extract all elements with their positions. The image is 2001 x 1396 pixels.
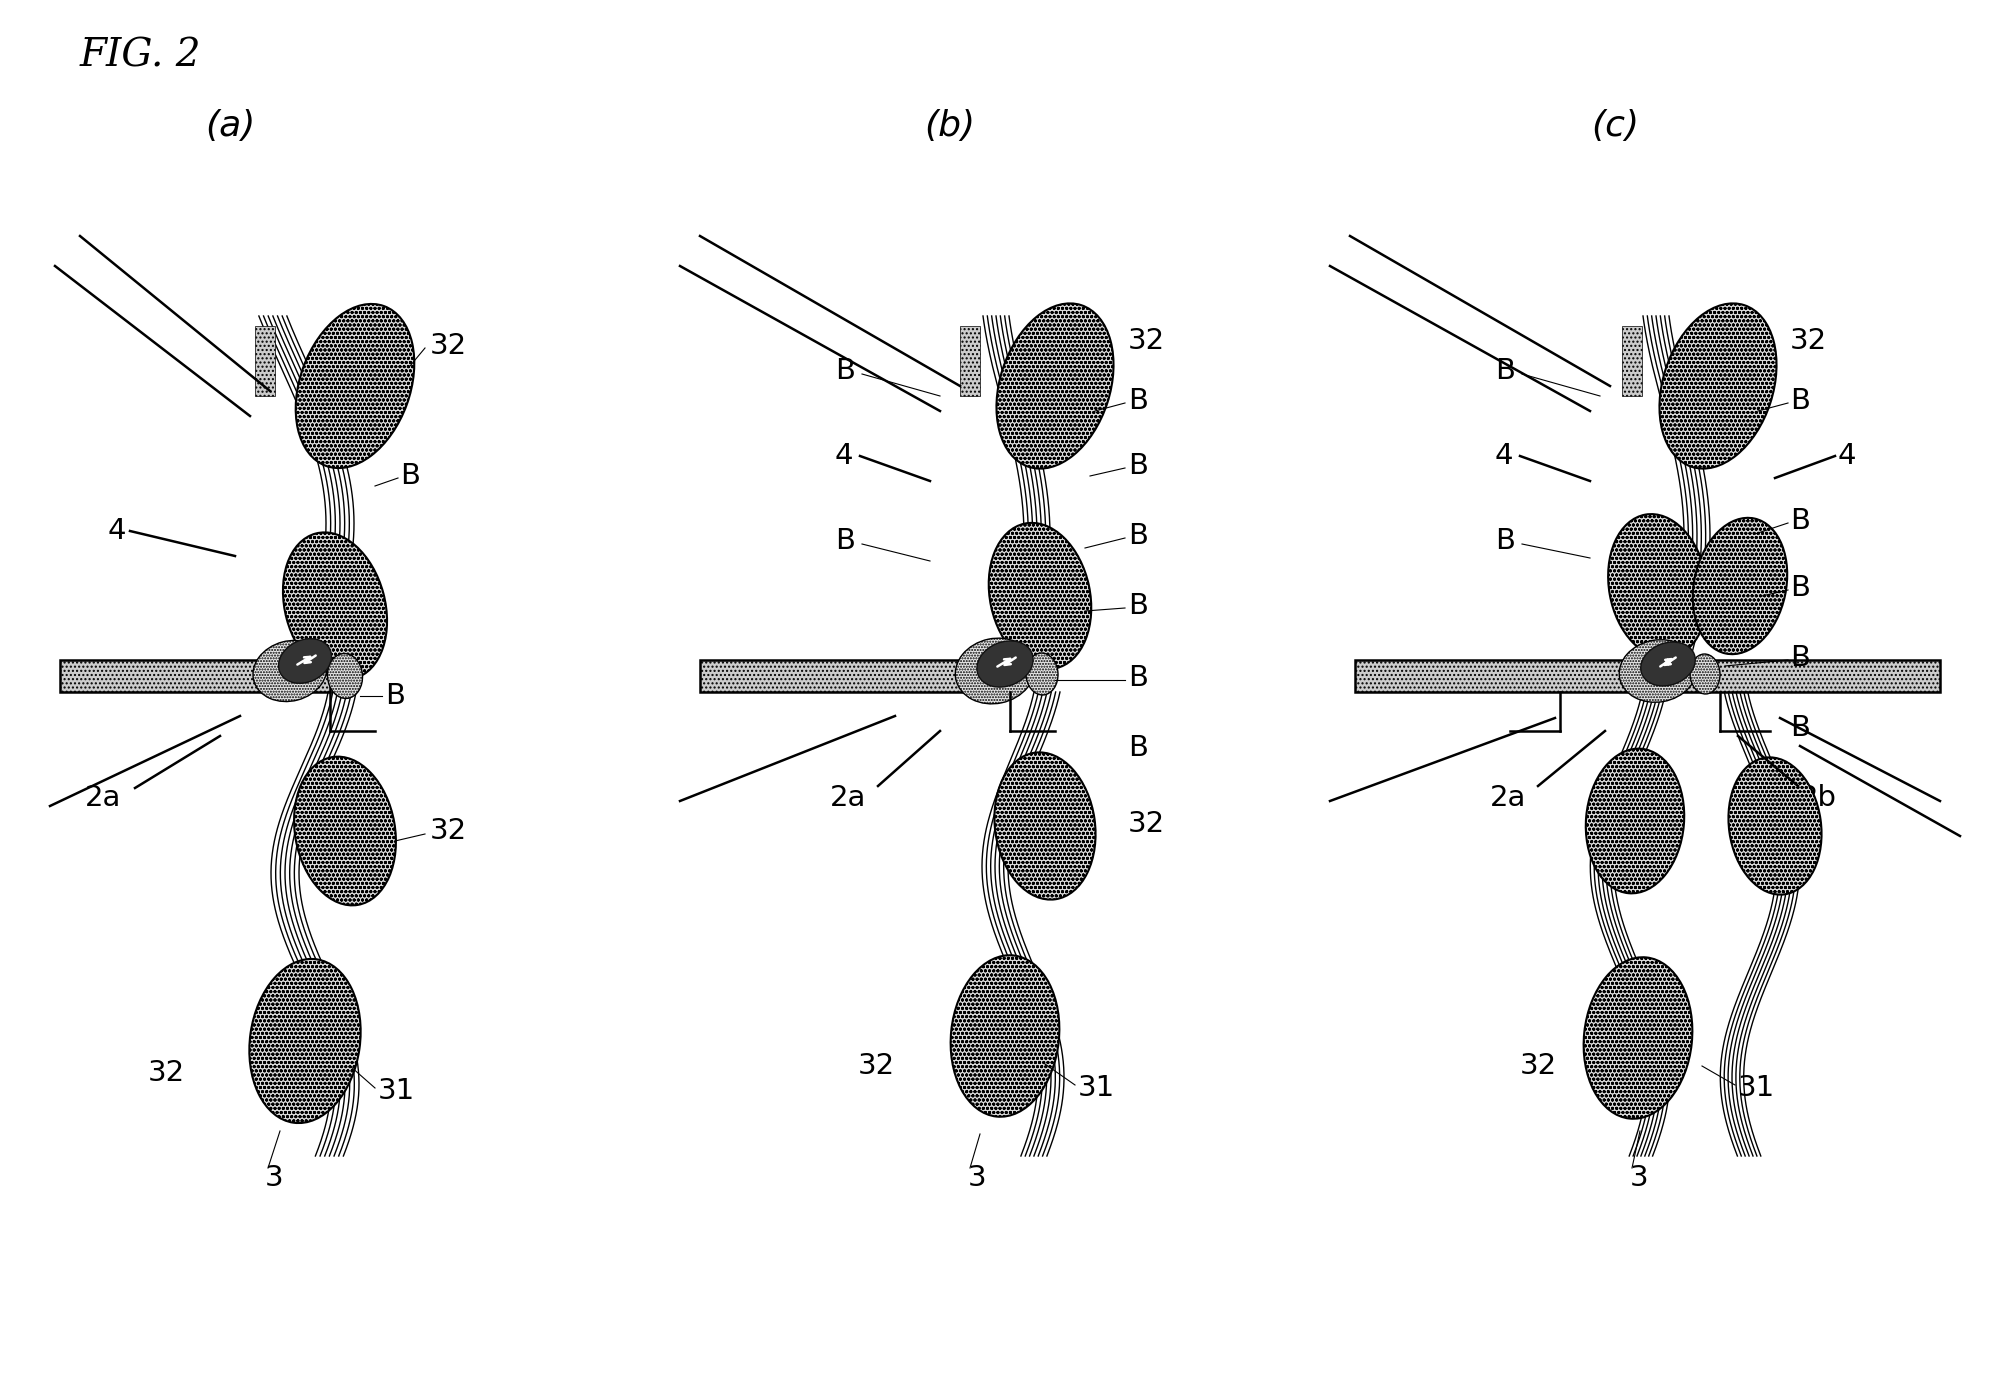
Text: 31: 31 (1739, 1074, 1775, 1101)
Ellipse shape (328, 653, 362, 698)
Text: B: B (1791, 507, 1811, 535)
Text: 31: 31 (378, 1076, 416, 1106)
Ellipse shape (996, 303, 1113, 469)
Ellipse shape (1027, 653, 1059, 695)
Text: B: B (1129, 387, 1149, 415)
Ellipse shape (1609, 514, 1709, 658)
Text: B: B (1129, 452, 1149, 480)
Text: B: B (1495, 528, 1515, 556)
Text: 4: 4 (1839, 443, 1857, 470)
Ellipse shape (1641, 642, 1695, 685)
Ellipse shape (250, 959, 360, 1122)
Text: 3: 3 (264, 1164, 284, 1192)
Ellipse shape (1583, 958, 1693, 1118)
Text: B: B (1791, 574, 1811, 602)
Text: B: B (384, 683, 404, 711)
Text: 4: 4 (108, 517, 126, 544)
Ellipse shape (988, 524, 1091, 669)
Text: B: B (1495, 357, 1515, 385)
Text: 32: 32 (1129, 810, 1165, 838)
Ellipse shape (282, 532, 386, 680)
Ellipse shape (1729, 758, 1821, 895)
Text: 32: 32 (1791, 327, 1827, 355)
Ellipse shape (252, 641, 326, 702)
Text: B: B (1129, 592, 1149, 620)
Text: B: B (1791, 644, 1811, 671)
Polygon shape (1641, 660, 1941, 692)
Polygon shape (700, 660, 1011, 692)
Text: (a): (a) (204, 109, 256, 142)
Ellipse shape (1659, 303, 1777, 469)
Ellipse shape (1691, 653, 1721, 694)
Text: 32: 32 (1521, 1053, 1557, 1081)
Text: FIG. 2: FIG. 2 (80, 38, 202, 74)
Ellipse shape (1619, 639, 1697, 702)
Text: 4: 4 (1495, 443, 1513, 470)
Polygon shape (254, 327, 274, 396)
Text: B: B (1129, 664, 1149, 692)
Polygon shape (1355, 660, 1641, 692)
Text: B: B (1791, 387, 1811, 415)
Text: 4: 4 (834, 443, 854, 470)
Ellipse shape (994, 752, 1097, 899)
Text: 32: 32 (430, 817, 466, 845)
Text: (c): (c) (1591, 109, 1639, 142)
Text: B: B (834, 357, 854, 385)
Text: 31: 31 (1079, 1074, 1115, 1101)
Polygon shape (1623, 327, 1643, 396)
Text: 32: 32 (1129, 327, 1165, 355)
Text: B: B (1129, 734, 1149, 762)
Ellipse shape (296, 304, 414, 468)
Text: 3: 3 (1631, 1164, 1649, 1192)
Text: B: B (400, 462, 420, 490)
Text: 2a: 2a (1491, 785, 1527, 812)
Polygon shape (60, 660, 330, 692)
Text: B: B (1129, 522, 1149, 550)
Text: 2a: 2a (84, 785, 122, 812)
Text: 2a: 2a (830, 785, 866, 812)
Ellipse shape (294, 757, 396, 906)
Text: B: B (1791, 713, 1811, 743)
Text: 32: 32 (430, 332, 466, 360)
Ellipse shape (954, 638, 1035, 704)
Text: 2b: 2b (1801, 785, 1837, 812)
Ellipse shape (950, 955, 1059, 1117)
Ellipse shape (1693, 518, 1787, 655)
Text: 32: 32 (148, 1060, 186, 1087)
Ellipse shape (976, 641, 1033, 687)
Text: B: B (834, 528, 854, 556)
Polygon shape (960, 327, 980, 396)
Ellipse shape (1585, 748, 1685, 893)
Text: (b): (b) (924, 109, 976, 142)
Text: 32: 32 (858, 1053, 894, 1081)
Ellipse shape (278, 639, 332, 683)
Text: 3: 3 (968, 1164, 986, 1192)
